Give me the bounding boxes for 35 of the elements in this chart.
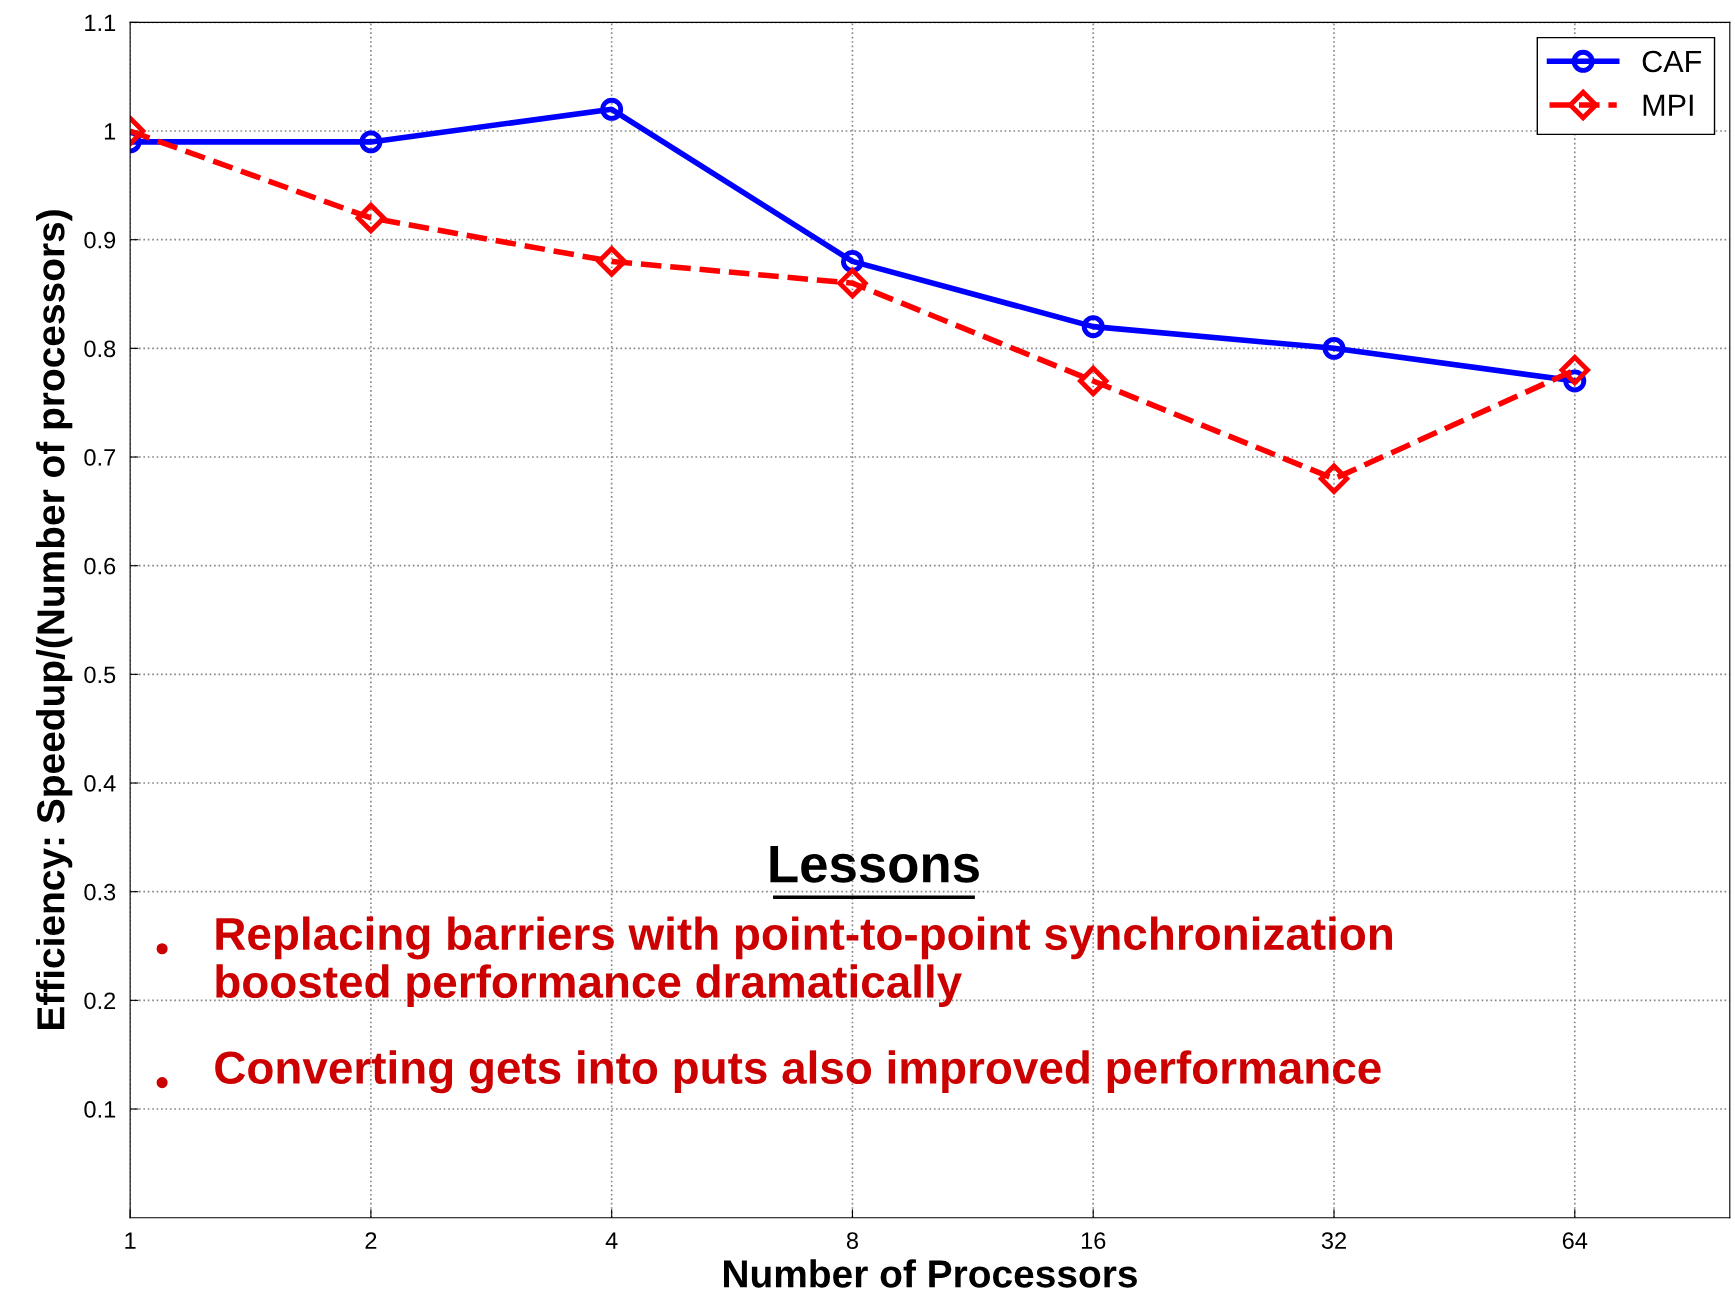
x-tick-label: 64	[1562, 1232, 1588, 1249]
annotation: Converting gets into puts also improved performance	[215, 1050, 1381, 1094]
x-tick-label: 2	[365, 1232, 377, 1249]
point	[1559, 354, 1590, 386]
point	[600, 97, 624, 121]
point	[355, 202, 387, 234]
y-tick-label: 0.8	[84, 340, 116, 358]
annotation: Lessons	[770, 845, 979, 883]
x-tick-label: 8	[846, 1232, 858, 1249]
point	[359, 130, 383, 154]
x-tick-label: 1	[125, 1232, 136, 1249]
y-tick-label: 0.9	[84, 231, 116, 249]
y-tick-label: 0.6	[84, 557, 116, 575]
y-tick-label: 0.5	[84, 666, 116, 684]
point	[1078, 365, 1109, 397]
x-tick-label: 32	[1321, 1232, 1346, 1249]
point	[837, 267, 868, 299]
y-axis-title: Efficiency: Speedup/(Number of processors)	[36, 210, 73, 1030]
legend-label: MPI	[1643, 94, 1693, 116]
x-tick-label: 16	[1081, 1232, 1106, 1249]
y-tick-label: 0.1	[84, 1101, 116, 1118]
y-tick-label: 0.4	[84, 775, 116, 792]
point	[1318, 463, 1350, 494]
y-tick-label: 0.3	[84, 883, 116, 901]
y-tick-label: 1.1	[85, 14, 116, 31]
point	[1322, 336, 1346, 360]
annotation: Replacing barriers with point-to-point synchronization boosted performance dramatically	[216, 916, 1392, 1008]
y-tick-label: 1	[104, 123, 116, 140]
y-tick-label: 0.7	[84, 449, 116, 466]
point	[1081, 315, 1105, 339]
legend-label: CAF	[1642, 50, 1702, 73]
y-tick-label: 0.2	[84, 992, 116, 1010]
point	[596, 246, 627, 277]
x-tick-label: 4	[605, 1232, 618, 1249]
x-axis-title: Number of Processors	[724, 1259, 1137, 1288]
